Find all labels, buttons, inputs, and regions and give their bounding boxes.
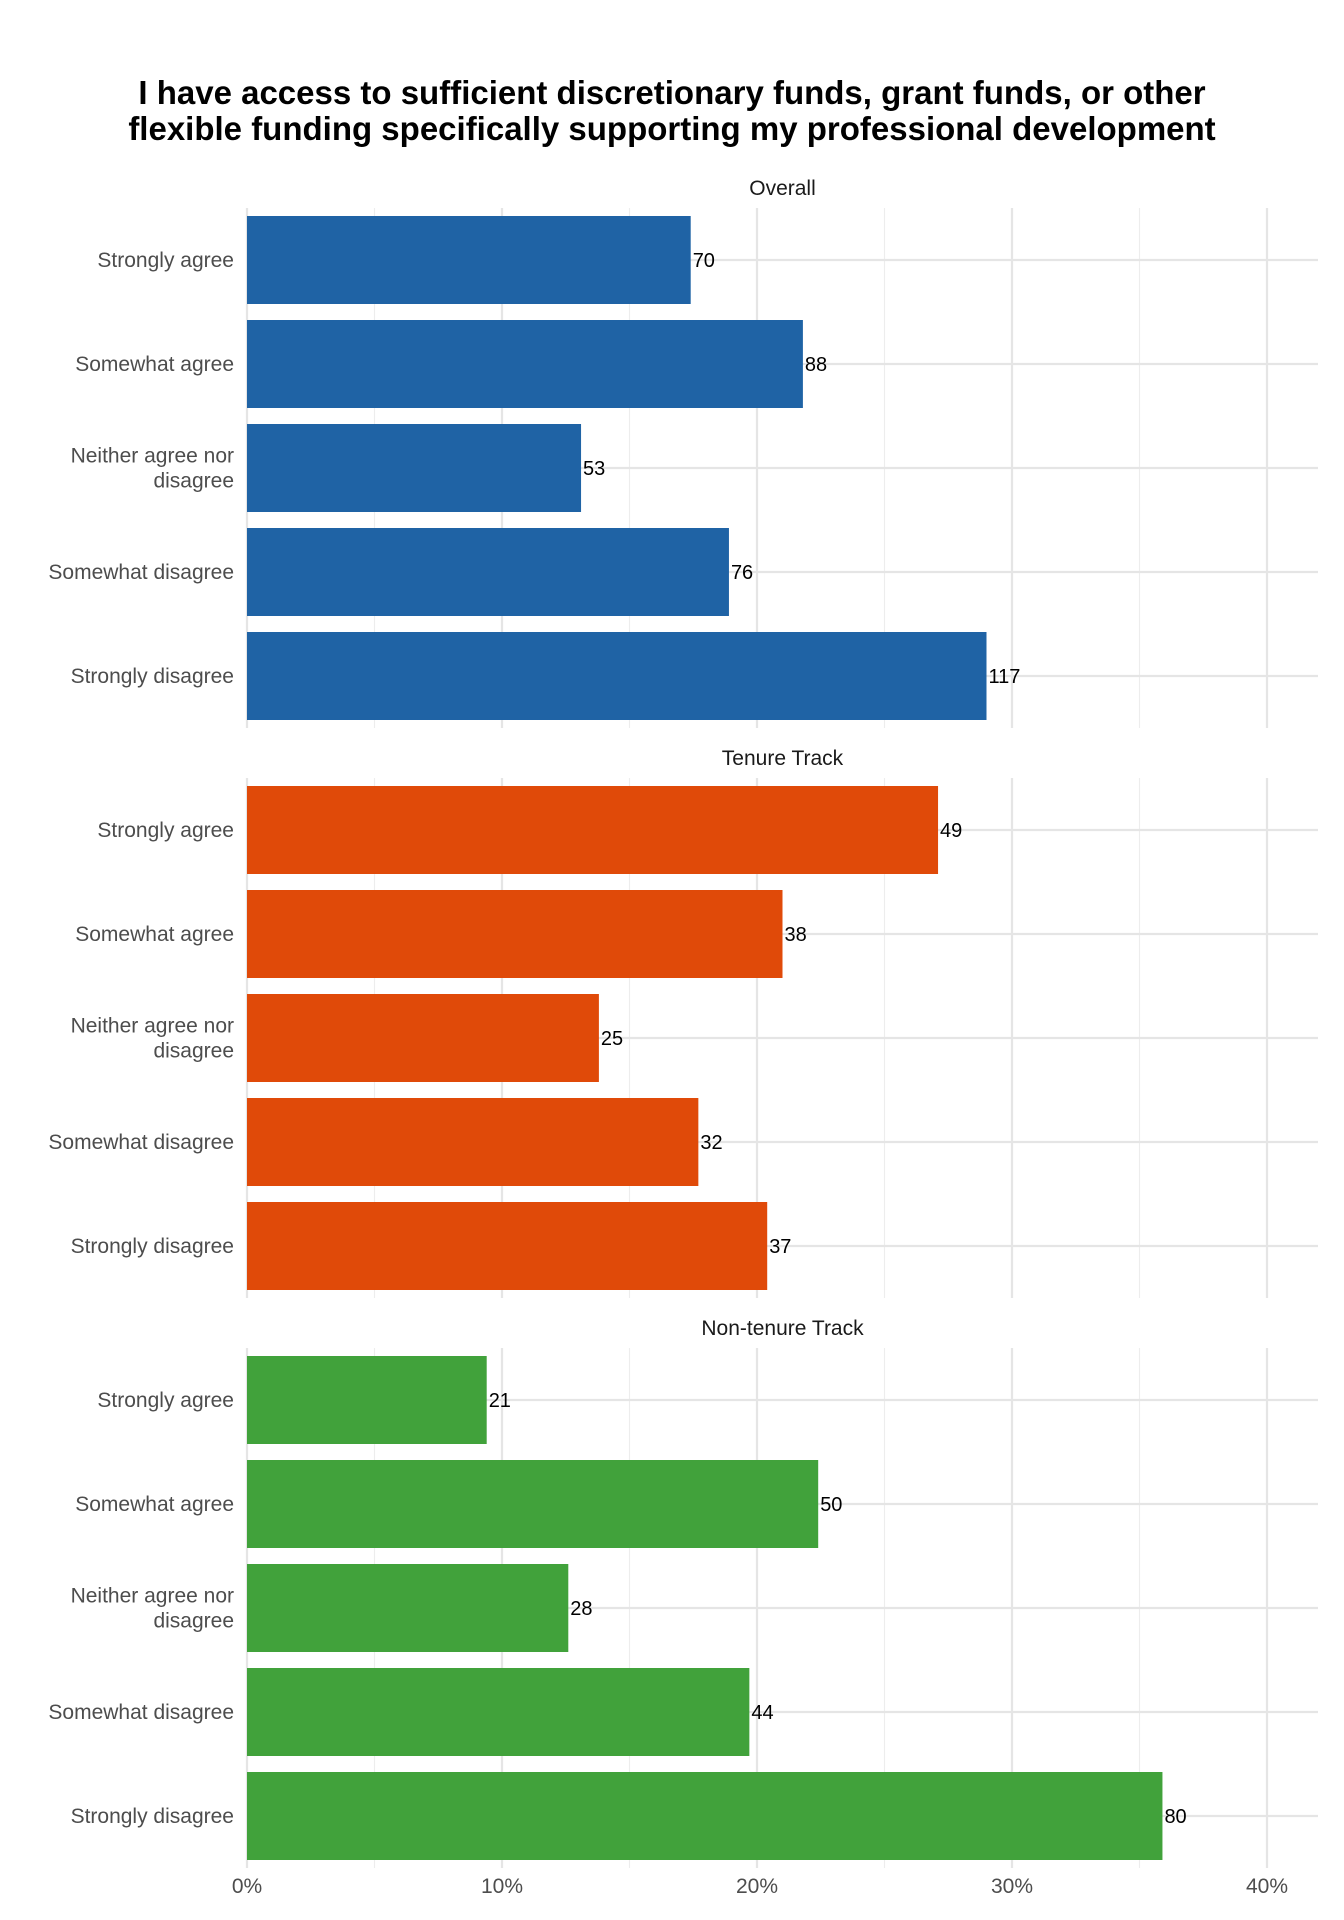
bar-value-label: 117 — [989, 666, 1021, 688]
panel-tenure-track: Tenure Track 49 Strongly agree 38 Somewhat a… — [48, 747, 1318, 1298]
x-tick-label: 0% — [232, 1875, 262, 1898]
chart-title-line-2: flexible funding specifically supporting… — [128, 110, 1215, 147]
bar-overall-3 — [247, 528, 729, 616]
category-label-line: Strongly disagree — [71, 1805, 234, 1828]
category-label: Neither agree nor disagree — [71, 445, 234, 493]
category-label: Strongly agree — [97, 249, 234, 272]
bar-non-tenure-track-0 — [247, 1356, 487, 1444]
bar-overall-2 — [247, 424, 582, 512]
category-label-line: Strongly agree — [97, 819, 234, 842]
category-label-line: disagree — [153, 1610, 234, 1633]
category-label-line: Neither agree nor — [71, 1015, 234, 1038]
category-label-line: Neither agree nor — [71, 445, 234, 468]
category-label: Strongly agree — [97, 1389, 234, 1412]
bar-tenure-track-3 — [247, 1098, 699, 1186]
category-label-line: Somewhat agree — [75, 923, 234, 946]
category-label-line: Strongly agree — [97, 249, 234, 272]
x-tick-label: 30% — [991, 1875, 1033, 1898]
panel-overall: Overall 70 Strongly agree 88 Somewhat agree 5… — [48, 177, 1318, 728]
bar-value-label: 32 — [700, 1132, 722, 1154]
category-label: Somewhat agree — [75, 923, 234, 946]
category-label: Somewhat agree — [75, 1493, 234, 1516]
category-label: Strongly disagree — [71, 665, 234, 688]
category-label-line: Somewhat disagree — [48, 1701, 234, 1724]
x-tick-label: 10% — [481, 1875, 523, 1898]
bar-value-label: 76 — [731, 562, 753, 584]
bar-non-tenure-track-1 — [247, 1460, 819, 1548]
panel-non-tenure-track: Non-tenure Track 21 Strongly agree 50 Somewh… — [48, 1317, 1318, 1868]
bar-value-label: 28 — [570, 1598, 592, 1620]
category-label: Somewhat disagree — [48, 1701, 234, 1724]
category-label-line: Strongly disagree — [71, 665, 234, 688]
bar-value-label: 70 — [693, 250, 715, 272]
category-label-line: Somewhat agree — [75, 353, 234, 376]
bar-value-label: 38 — [785, 924, 807, 946]
bar-non-tenure-track-2 — [247, 1564, 569, 1652]
category-label-line: Somewhat disagree — [48, 1131, 234, 1154]
x-axis: 0% 10% 20% 30% 40% — [232, 1875, 1288, 1898]
category-label-line: disagree — [153, 1040, 234, 1063]
bar-value-label: 21 — [489, 1390, 511, 1412]
bar-overall-0 — [247, 216, 691, 304]
bar-value-label: 80 — [1164, 1806, 1186, 1828]
bar-tenure-track-4 — [247, 1202, 768, 1290]
chart-title: I have access to sufficient discretionar… — [128, 74, 1215, 147]
category-label-line: Neither agree nor — [71, 1585, 234, 1608]
x-tick-label: 20% — [736, 1875, 778, 1898]
chart-title-line-1: I have access to sufficient discretionar… — [138, 74, 1205, 111]
category-label-line: Somewhat disagree — [48, 561, 234, 584]
bar-non-tenure-track-4 — [247, 1772, 1163, 1860]
bar-non-tenure-track-3 — [247, 1668, 750, 1756]
panel-title-tenure-track: Tenure Track — [722, 747, 844, 770]
category-label-line: Strongly agree — [97, 1389, 234, 1412]
category-label: Strongly disagree — [71, 1805, 234, 1828]
bar-overall-4 — [247, 632, 987, 720]
category-label: Somewhat agree — [75, 353, 234, 376]
x-tick-label: 40% — [1246, 1875, 1288, 1898]
bar-tenure-track-2 — [247, 994, 599, 1082]
category-label: Somewhat disagree — [48, 561, 234, 584]
bar-value-label: 25 — [601, 1028, 623, 1050]
panel-title-overall: Overall — [749, 177, 816, 200]
category-label: Strongly agree — [97, 819, 234, 842]
category-label: Somewhat disagree — [48, 1131, 234, 1154]
bar-value-label: 49 — [940, 820, 962, 842]
bar-value-label: 88 — [805, 354, 827, 376]
bar-value-label: 53 — [583, 458, 605, 480]
category-label-line: Strongly disagree — [71, 1235, 234, 1258]
bar-tenure-track-0 — [247, 786, 939, 874]
category-label-line: Somewhat agree — [75, 1493, 234, 1516]
bar-value-label: 44 — [751, 1702, 773, 1724]
panel-title-non-tenure-track: Non-tenure Track — [701, 1317, 864, 1340]
category-label: Strongly disagree — [71, 1235, 234, 1258]
category-label: Neither agree nor disagree — [71, 1015, 234, 1063]
bar-value-label: 50 — [820, 1494, 842, 1516]
bar-tenure-track-1 — [247, 890, 783, 978]
bar-value-label: 37 — [769, 1236, 791, 1258]
bar-overall-1 — [247, 320, 803, 408]
category-label-line: disagree — [153, 470, 234, 493]
category-label: Neither agree nor disagree — [71, 1585, 234, 1633]
